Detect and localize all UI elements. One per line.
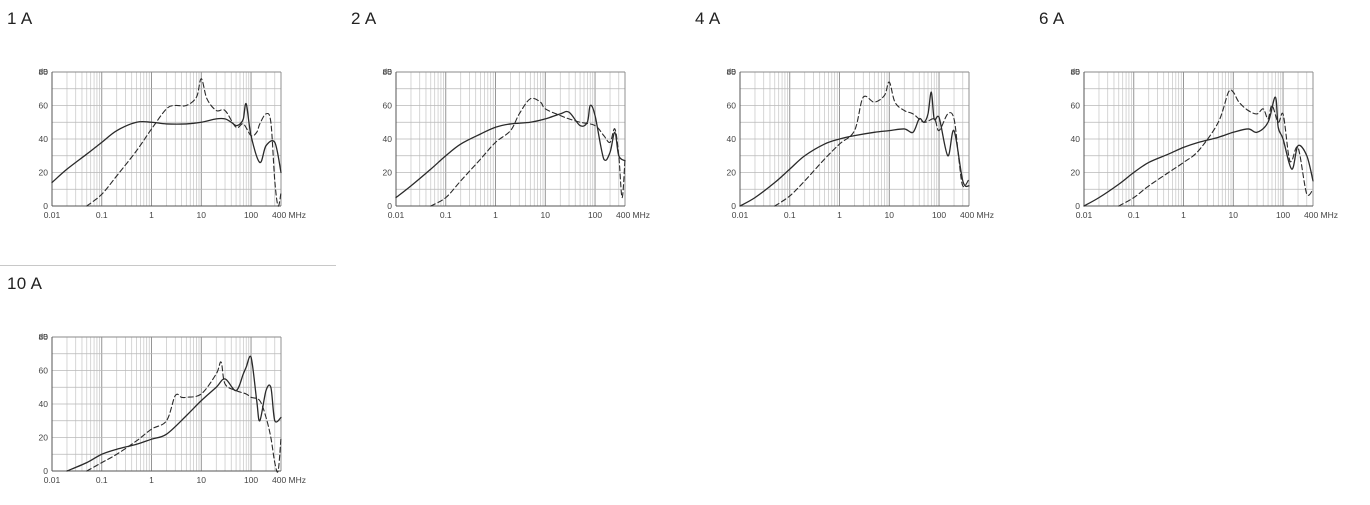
grid: [51, 336, 282, 472]
y-tick-label: 80: [39, 332, 49, 342]
x-tick-label: 400 MHz: [272, 210, 306, 220]
y-tick-label: 0: [43, 201, 48, 211]
series-line-solid: [66, 355, 282, 472]
x-tick-label: 100: [244, 475, 258, 485]
x-tick-label: 0.1: [1128, 210, 1140, 220]
grid: [739, 71, 970, 207]
x-tick-label: 100: [1276, 210, 1290, 220]
y-tick-label: 60: [39, 101, 49, 111]
x-tick-label: 10: [1229, 210, 1239, 220]
series-line-dashed: [86, 361, 282, 473]
series-line-solid: [1083, 96, 1314, 207]
y-tick-label: 20: [727, 168, 737, 178]
x-tick-label: 0.1: [784, 210, 796, 220]
y-tick-label: 0: [1075, 201, 1080, 211]
y-tick-label: 0: [387, 201, 392, 211]
panel-divider: [0, 265, 336, 266]
chart-title: 6 A: [1039, 9, 1065, 28]
y-tick-label: 20: [383, 168, 393, 178]
x-tick-label: 10: [541, 210, 551, 220]
y-tick-label: 40: [39, 134, 49, 144]
grid: [1083, 71, 1314, 207]
chart-panel-3: 4 A 0 20 40 60 80 dB 0.01 0.1 1 10 100 400 MHz: [688, 0, 1024, 240]
x-tick-label: 0.01: [388, 210, 405, 220]
y-tick-label: 20: [39, 433, 49, 443]
y-tick-label: 20: [39, 168, 49, 178]
series-line-solid: [51, 102, 282, 184]
x-tick-label: 10: [197, 210, 207, 220]
y-tick-label: 40: [1071, 134, 1081, 144]
y-tick-label: 80: [727, 67, 737, 77]
x-tick-label: 0.01: [44, 475, 61, 485]
x-tick-label: 0.01: [1076, 210, 1093, 220]
x-tick-label: 0.1: [96, 475, 108, 485]
series-line-solid: [395, 104, 626, 199]
chart-title: 4 A: [695, 9, 721, 28]
y-tick-label: 60: [1071, 101, 1081, 111]
y-tick-label: 60: [383, 101, 393, 111]
y-tick-label: 80: [1071, 67, 1081, 77]
chart-title: 10 A: [7, 274, 43, 293]
y-axis-label: dB: [383, 67, 392, 76]
x-tick-label: 400 MHz: [616, 210, 650, 220]
y-tick-label: 80: [39, 67, 49, 77]
x-tick-label: 0.1: [440, 210, 452, 220]
y-tick-label: 60: [39, 366, 49, 376]
series-line-solid: [739, 91, 970, 207]
x-tick-label: 100: [588, 210, 602, 220]
chart-panel-2: 2 A 0 20 40 60 80 dB 0.01 0.1 1 10 100 400 MHz: [344, 0, 680, 240]
x-tick-label: 1: [1181, 210, 1186, 220]
x-tick-label: 1: [149, 210, 154, 220]
chart-panel-4: 6 A 0 20 40 60 80 dB 0.01 0.1 1 10 100 400 MHz: [1032, 0, 1368, 240]
series-line-dashed: [86, 78, 282, 207]
grid: [395, 71, 626, 207]
y-tick-label: 0: [43, 466, 48, 476]
x-tick-label: 1: [837, 210, 842, 220]
grid: [51, 71, 282, 207]
y-tick-label: 40: [727, 134, 737, 144]
x-tick-label: 400 MHz: [272, 475, 306, 485]
x-tick-label: 10: [197, 475, 207, 485]
series-line-dashed: [774, 81, 970, 207]
x-tick-label: 1: [149, 475, 154, 485]
x-tick-label: 100: [932, 210, 946, 220]
x-tick-label: 1: [493, 210, 498, 220]
chart-title: 2 A: [351, 9, 377, 28]
x-tick-label: 0.01: [44, 210, 61, 220]
chart-title: 1 A: [7, 9, 33, 28]
y-tick-label: 40: [39, 399, 49, 409]
x-tick-label: 400 MHz: [1304, 210, 1338, 220]
x-tick-label: 0.01: [732, 210, 749, 220]
x-tick-label: 10: [885, 210, 895, 220]
y-tick-label: 40: [383, 134, 393, 144]
y-axis-label: dB: [1071, 67, 1080, 76]
series-line-dashed: [430, 97, 626, 207]
series-line-dashed: [1118, 89, 1314, 207]
y-tick-label: 20: [1071, 168, 1081, 178]
chart-panel-5: 10 A 0 20 40 60 80 dB 0.01 0.1 1 10 100 400 MHz: [0, 265, 336, 505]
y-tick-label: 80: [383, 67, 393, 77]
chart-panel-1: 1 A 0 20 40 60 80 dB 0.01 0.1 1 10 100 400 MHz: [0, 0, 336, 240]
y-axis-label: dB: [39, 332, 48, 341]
x-tick-label: 400 MHz: [960, 210, 994, 220]
y-tick-label: 60: [727, 101, 737, 111]
x-tick-label: 0.1: [96, 210, 108, 220]
y-axis-label: dB: [39, 67, 48, 76]
x-tick-label: 100: [244, 210, 258, 220]
y-axis-label: dB: [727, 67, 736, 76]
y-tick-label: 0: [731, 201, 736, 211]
